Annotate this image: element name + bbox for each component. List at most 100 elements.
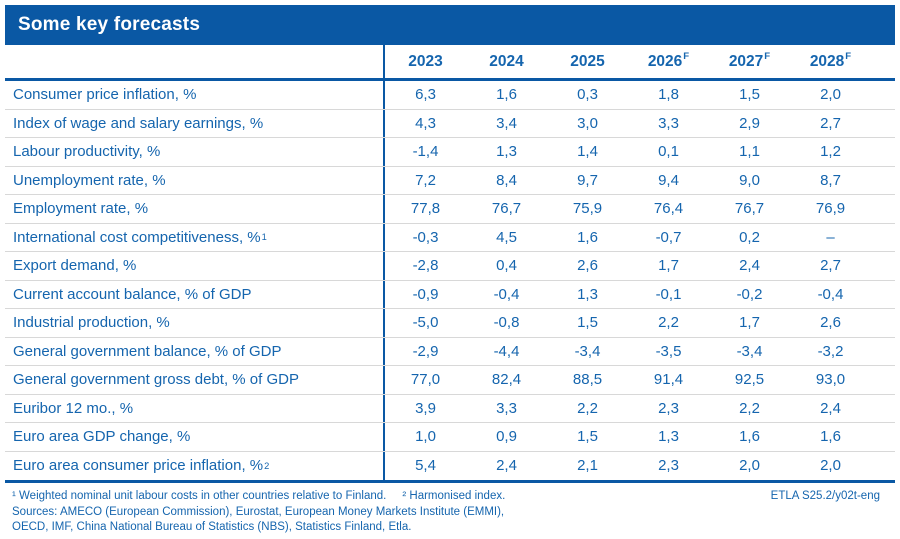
sources-line-1: Sources: AMECO (European Commission), Eu… <box>12 505 505 518</box>
row-label: International cost competitiveness, % 1 <box>5 223 385 251</box>
forecast-table: 2023 2024 2025 2026F 2027F 2028F Consumer pri… <box>5 45 895 483</box>
value-cell: -0,4 <box>493 285 520 303</box>
value-cell: 8,4 <box>496 171 517 189</box>
value-cell: -2,9 <box>412 342 439 360</box>
value-cell: 2,2 <box>658 314 679 332</box>
value-cell: 1,0 <box>415 428 436 446</box>
column-header-2024: 2024 <box>489 52 524 70</box>
value-cell: 3,4 <box>496 114 517 132</box>
table-row: Consumer price inflation, % 6,3 1,6 0,3 1,8 1… <box>5 81 895 110</box>
table-row: General government gross debt, % of GDP 7… <box>5 366 895 395</box>
value-cell: 1,6 <box>739 428 760 446</box>
value-cell: 2,2 <box>739 399 760 417</box>
value-cell: -0,1 <box>655 285 682 303</box>
value-cell: 77,8 <box>410 200 441 218</box>
value-cell: 6,3 <box>415 86 436 104</box>
value-cell: -4,4 <box>493 342 520 360</box>
value-cell: 76,9 <box>815 200 846 218</box>
value-cell: 3,0 <box>577 114 598 132</box>
value-cell: 2,4 <box>496 457 517 475</box>
row-label: Current account balance, % of GDP <box>5 280 385 308</box>
value-cell: -0,4 <box>817 285 844 303</box>
footnote-2: ² Harmonised index. <box>402 490 506 502</box>
value-cell: 4,3 <box>415 114 436 132</box>
value-cell: -1,4 <box>412 143 439 161</box>
row-label: Euro area consumer price inflation, % 2 <box>5 451 385 480</box>
value-cell: 9,4 <box>658 171 679 189</box>
value-cell: 77,0 <box>410 371 441 389</box>
value-cell: 93,0 <box>815 371 846 389</box>
row-label: Employment rate, % <box>5 195 385 223</box>
value-cell: 2,7 <box>820 114 841 132</box>
value-cell: – <box>826 228 835 246</box>
value-cell: 91,4 <box>653 371 684 389</box>
value-cell: 2,2 <box>577 399 598 417</box>
value-cell: 0,4 <box>496 257 517 275</box>
value-cell: -0,7 <box>655 228 682 246</box>
table-row: Euro area consumer price inflation, % 2 5,… <box>5 451 895 480</box>
value-cell: 0,1 <box>658 143 679 161</box>
row-label: Export demand, % <box>5 252 385 280</box>
value-cell: 82,4 <box>491 371 522 389</box>
table-row: Unemployment rate, % 7,2 8,4 9,7 9,4 9,0 8,7 <box>5 166 895 195</box>
row-label: Unemployment rate, % <box>5 166 385 194</box>
row-label: Industrial production, % <box>5 309 385 337</box>
value-cell: 7,2 <box>415 171 436 189</box>
value-cell: 2,1 <box>577 457 598 475</box>
table-row: Industrial production, % -5,0 -0,8 1,5 2,2 1,… <box>5 309 895 338</box>
row-label: Euro area GDP change, % <box>5 423 385 451</box>
row-label: Consumer price inflation, % <box>5 81 385 109</box>
row-label: Euribor 12 mo., % <box>5 394 385 422</box>
value-cell: -0,2 <box>736 285 763 303</box>
value-cell: 1,8 <box>658 86 679 104</box>
row-label: General government balance, % of GDP <box>5 337 385 365</box>
value-cell: 3,9 <box>415 399 436 417</box>
document-reference: ETLA S25.2/y02t-eng <box>770 490 880 502</box>
table-row: Euro area GDP change, % 1,0 0,9 1,5 1,3 1,6 1,… <box>5 423 895 452</box>
column-header-2023: 2023 <box>408 52 443 70</box>
value-cell: 1,3 <box>496 143 517 161</box>
value-cell: 5,4 <box>415 457 436 475</box>
value-cell: 2,0 <box>739 457 760 475</box>
value-cell: 1,6 <box>820 428 841 446</box>
value-cell: 1,7 <box>658 257 679 275</box>
value-cell: 2,0 <box>820 86 841 104</box>
value-cell: 76,4 <box>653 200 684 218</box>
value-cell: 2,7 <box>820 257 841 275</box>
value-cell: 2,6 <box>820 314 841 332</box>
value-cell: -3,4 <box>574 342 601 360</box>
table-row: International cost competitiveness, % 1 -0… <box>5 223 895 252</box>
value-cell: -3,5 <box>655 342 682 360</box>
table-row: Euribor 12 mo., % 3,9 3,3 2,2 2,3 2,2 2,4 <box>5 394 895 423</box>
value-cell: -3,4 <box>736 342 763 360</box>
value-cell: -5,0 <box>412 314 439 332</box>
table-row: Labour productivity, % -1,4 1,3 1,4 0,1 1,1 1,… <box>5 138 895 167</box>
value-cell: -3,2 <box>817 342 844 360</box>
value-cell: 0,9 <box>496 428 517 446</box>
value-cell: 3,3 <box>496 399 517 417</box>
table-body: Consumer price inflation, % 6,3 1,6 0,3 1,8 1… <box>5 81 895 480</box>
row-label: General government gross debt, % of GDP <box>5 366 385 394</box>
value-cell: 1,6 <box>496 86 517 104</box>
table-footer: ¹ Weighted nominal unit labour costs in … <box>12 489 888 536</box>
value-cell: 9,7 <box>577 171 598 189</box>
value-cell: -2,8 <box>412 257 439 275</box>
value-cell: 0,2 <box>739 228 760 246</box>
value-cell: 88,5 <box>572 371 603 389</box>
table-row: General government balance, % of GDP -2,9… <box>5 337 895 366</box>
column-header-2028: 2028F <box>809 51 852 70</box>
value-cell: 1,5 <box>577 314 598 332</box>
value-cell: 3,3 <box>658 114 679 132</box>
year-header-row: 2023 2024 2025 2026F 2027F 2028F <box>5 45 895 81</box>
footnotes: ¹ Weighted nominal unit labour costs in … <box>12 489 505 505</box>
row-label: Labour productivity, % <box>5 138 385 166</box>
value-cell: 2,9 <box>739 114 760 132</box>
value-cell: 9,0 <box>739 171 760 189</box>
value-cell: 1,6 <box>577 228 598 246</box>
table-row: Employment rate, % 77,8 76,7 75,9 76,4 76,7 76… <box>5 195 895 224</box>
value-cell: 76,7 <box>491 200 522 218</box>
footnote-1: ¹ Weighted nominal unit labour costs in … <box>12 490 387 502</box>
page-title: Some key forecasts <box>18 14 201 35</box>
column-header-2026: 2026F <box>647 51 690 70</box>
